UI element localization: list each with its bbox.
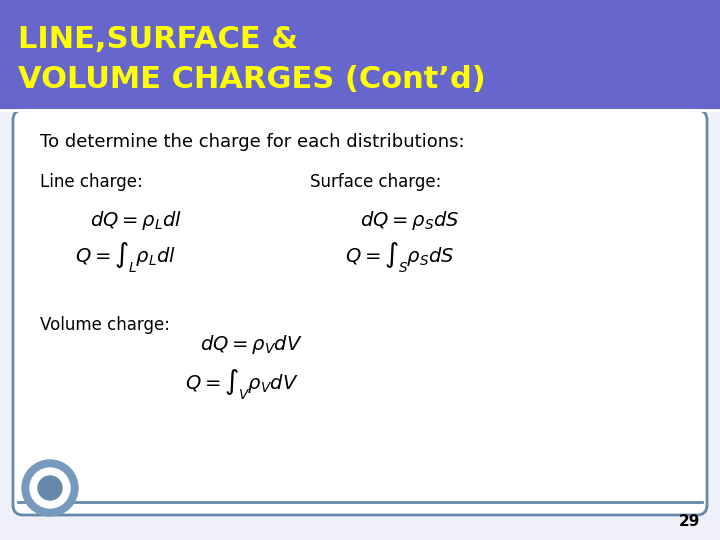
Text: Line charge:: Line charge: xyxy=(40,173,143,191)
Text: $dQ = \rho_V dV$: $dQ = \rho_V dV$ xyxy=(200,334,303,356)
Text: $Q = \int_S \rho_S dS$: $Q = \int_S \rho_S dS$ xyxy=(345,241,455,275)
Circle shape xyxy=(22,460,78,516)
Text: VOLUME CHARGES (Cont’d): VOLUME CHARGES (Cont’d) xyxy=(18,65,486,94)
FancyBboxPatch shape xyxy=(0,0,720,110)
Text: To determine the charge for each distributions:: To determine the charge for each distrib… xyxy=(40,133,464,151)
Text: LINE,SURFACE &: LINE,SURFACE & xyxy=(18,25,298,55)
Text: 29: 29 xyxy=(679,515,700,530)
Text: Volume charge:: Volume charge: xyxy=(40,316,170,334)
Text: $dQ = \rho_S dS$: $dQ = \rho_S dS$ xyxy=(360,208,459,232)
Circle shape xyxy=(38,476,62,500)
Text: Surface charge:: Surface charge: xyxy=(310,173,441,191)
Circle shape xyxy=(30,468,70,508)
Text: $Q = \int_V \rho_V dV$: $Q = \int_V \rho_V dV$ xyxy=(185,368,299,402)
Text: $Q = \int_L \rho_L dl$: $Q = \int_L \rho_L dl$ xyxy=(75,241,176,275)
Text: $dQ = \rho_L dl$: $dQ = \rho_L dl$ xyxy=(90,208,182,232)
FancyBboxPatch shape xyxy=(13,110,707,515)
